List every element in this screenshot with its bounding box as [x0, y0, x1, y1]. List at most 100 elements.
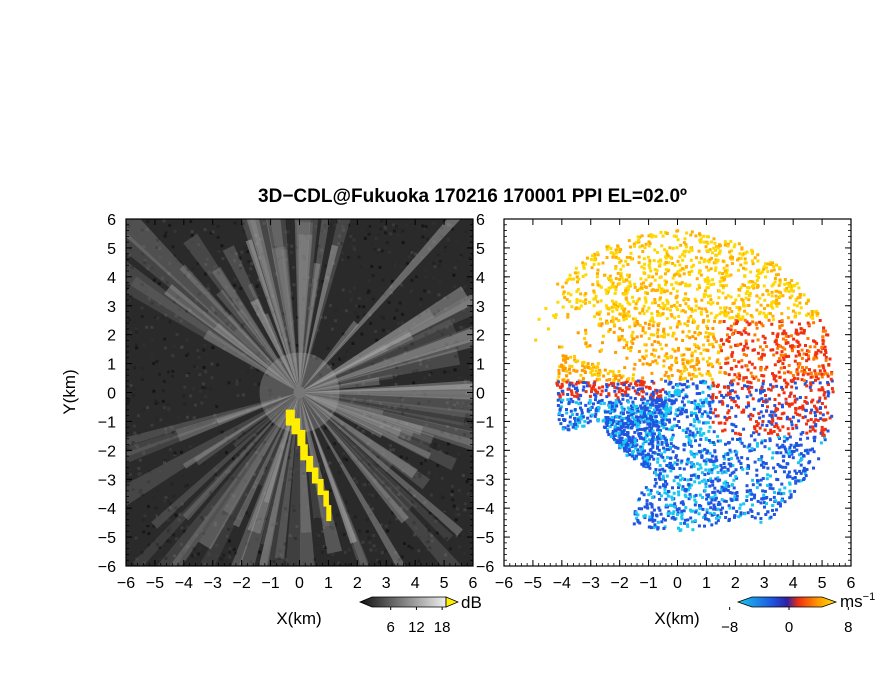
velocity-cell: [565, 298, 569, 302]
velocity-cell: [820, 372, 824, 376]
velocity-cell: [822, 326, 826, 330]
velocity-cell: [628, 256, 632, 259]
snr-noise-cell: [341, 251, 345, 255]
velocity-cell: [605, 383, 609, 387]
snr-noise-cell: [327, 365, 330, 369]
snr-beam: [299, 219, 461, 393]
velocity-cell: [658, 421, 662, 424]
velocity-cell: [714, 456, 718, 460]
snr-noise-cell: [132, 393, 135, 397]
snr-noise-cell: [318, 254, 322, 258]
velocity-cell: [647, 465, 651, 469]
snr-noise-cell: [195, 366, 199, 369]
velocity-cell: [702, 348, 706, 352]
velocity-cell: [676, 369, 680, 373]
snr-noise-cell: [412, 370, 416, 374]
snr-noise-cell: [334, 319, 338, 323]
velocity-cell: [637, 434, 641, 438]
velocity-cell: [759, 391, 763, 395]
velocity-cell: [690, 451, 694, 455]
velocity-cell: [635, 307, 639, 311]
velocity-cell: [638, 410, 642, 414]
snr-noise-cell: [171, 245, 175, 249]
velocity-cell: [698, 392, 702, 395]
snr-noise-cell: [388, 521, 392, 524]
velocity-cell: [611, 431, 615, 435]
velocity-cell: [771, 385, 775, 389]
velocity-cell: [677, 314, 681, 318]
velocity-cell: [706, 339, 710, 343]
velocity-cell: [631, 435, 635, 439]
snr-noise-cell: [216, 236, 220, 239]
snr-noise-cell: [375, 495, 378, 499]
snr-noise-cell: [216, 363, 220, 367]
snr-noise-cell: [383, 420, 387, 424]
snr-noise-cell: [436, 328, 440, 332]
velocity-cell: [560, 382, 564, 386]
velocity-cell: [647, 244, 651, 248]
snr-noise-cell: [454, 231, 457, 235]
snr-noise-cell: [401, 229, 405, 233]
snr-noise-cell: [342, 394, 345, 398]
snr-noise-cell: [142, 343, 146, 347]
velocity-cell: [659, 291, 663, 295]
snr-noise-cell: [328, 278, 332, 282]
velocity-cell: [618, 437, 622, 440]
velocity-cell: [624, 433, 627, 436]
velocity-cell: [664, 268, 668, 272]
velocity-cell: [780, 319, 784, 323]
velocity-cell: [605, 306, 609, 310]
y-tick-label: −3: [98, 472, 116, 489]
velocity-cell: [756, 479, 760, 483]
velocity-cell: [776, 360, 780, 364]
velocity-cell: [729, 345, 733, 349]
x-tick-label: 4: [411, 575, 420, 592]
velocity-cell: [751, 503, 754, 507]
snr-noise-cell: [220, 321, 224, 325]
snr-beam: [156, 392, 300, 566]
velocity-cell: [739, 511, 743, 515]
velocity-cell: [745, 471, 749, 475]
snr-noise-cell: [393, 316, 397, 320]
snr-noise-cell: [368, 513, 372, 517]
snr-noise-cell: [247, 530, 251, 534]
snr-noise-cell: [129, 219, 133, 223]
velocity-cell: [573, 387, 577, 391]
velocity-cell: [605, 247, 609, 251]
velocity-cell: [708, 294, 712, 298]
velocity-cell: [786, 370, 790, 374]
velocity-cell: [561, 292, 565, 296]
velocity-cell: [723, 269, 727, 273]
velocity-cell: [635, 335, 639, 339]
velocity-cell: [575, 412, 579, 416]
snr-noise-cell: [466, 278, 469, 282]
velocity-cell: [661, 418, 665, 422]
snr-noise-cell: [152, 314, 155, 318]
snr-noise-cell: [174, 437, 178, 441]
snr-noise-cell: [425, 364, 429, 368]
snr-noise-cell: [295, 468, 299, 471]
velocity-cell: [650, 514, 654, 518]
snr-noise-cell: [425, 309, 429, 313]
velocity-cell: [660, 334, 664, 338]
snr-noise-cell: [392, 223, 395, 227]
velocity-cell: [785, 462, 789, 466]
velocity-cell: [729, 273, 733, 277]
velocity-cell: [798, 459, 802, 463]
velocity-cell: [659, 494, 663, 498]
velocity-cell: [771, 372, 774, 376]
velocity-cell: [563, 355, 566, 359]
snr-noise-cell: [327, 273, 331, 277]
velocity-cell: [631, 408, 635, 412]
snr-noise-cell: [341, 258, 344, 262]
snr-noise-cell: [250, 483, 254, 487]
snr-noise-cell: [253, 383, 257, 387]
velocity-cell: [667, 382, 671, 386]
velocity-cell: [716, 471, 720, 474]
snr-noise-cell: [293, 562, 297, 566]
velocity-cell: [630, 340, 633, 344]
snr-beam: [183, 233, 300, 393]
velocity-cell: [762, 501, 766, 505]
velocity-cell: [676, 282, 680, 286]
velocity-cell: [773, 491, 776, 494]
